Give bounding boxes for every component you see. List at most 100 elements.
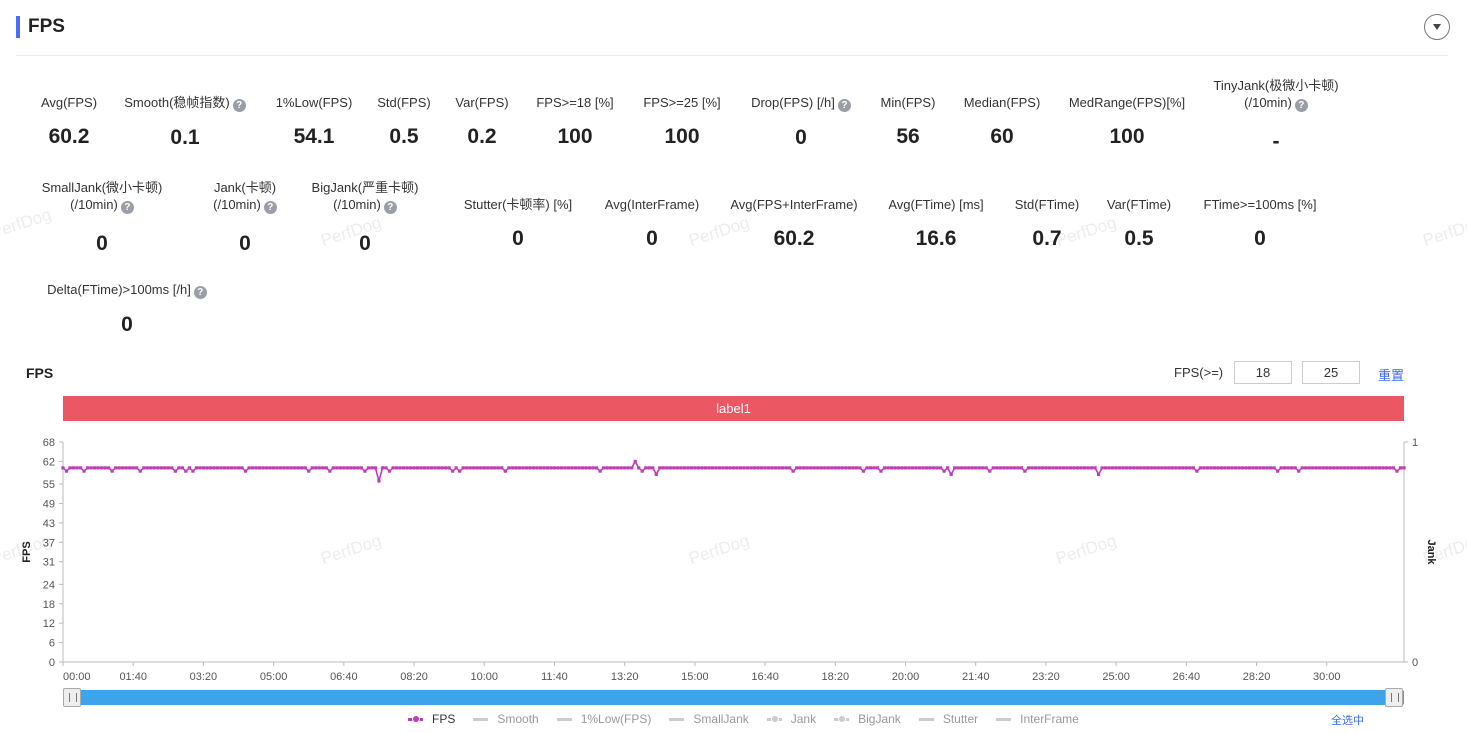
stat-label: FPS>=18 [%] [536, 95, 614, 110]
time-range-slider[interactable] [63, 690, 1404, 705]
fps-point [254, 466, 258, 470]
fps-point [166, 466, 170, 470]
stat-19: Std(FTime) 0.7 [947, 196, 1147, 251]
legend-item-bigjank[interactable]: BigJank [834, 712, 901, 726]
fps-point [272, 466, 276, 470]
fps-point [159, 466, 163, 470]
stat-20: Var(FTime) 0.5 [1039, 196, 1239, 251]
fps-point [542, 466, 546, 470]
stat-value: 0 [359, 232, 371, 255]
question-circle-icon[interactable]: ? [837, 99, 851, 112]
fps-point [131, 466, 135, 470]
stat-label: Median(FPS) [963, 95, 1041, 110]
stat-2: 1%Low(FPS) 54.1 [214, 94, 414, 149]
x-tick-label: 15:00 [681, 671, 709, 683]
y-tick-label: 31 [43, 557, 55, 569]
x-tick-label: 03:20 [190, 671, 218, 683]
x-tick-label: 25:00 [1102, 671, 1130, 683]
fps-point [921, 466, 925, 470]
fps-point [468, 466, 472, 470]
question-circle-icon[interactable]: ? [232, 99, 246, 112]
fps-point [177, 466, 181, 470]
fps-point [689, 466, 693, 470]
fps-point [816, 466, 820, 470]
fps-point [296, 466, 300, 470]
fps-point [1111, 466, 1115, 470]
fps-point [493, 466, 497, 470]
select-all-button[interactable]: 全选中 [1331, 715, 1364, 727]
fps-point [745, 466, 750, 470]
question-circle-icon[interactable]: ? [1294, 99, 1308, 112]
legend-item-fps[interactable]: FPS [408, 712, 455, 726]
fps-point [1247, 466, 1252, 470]
fps-point [300, 466, 304, 470]
fps-point [366, 466, 371, 470]
fps-point [1037, 466, 1041, 470]
y-tick-label: 68 [43, 437, 55, 449]
legend-item-1-low-fps-[interactable]: 1%Low(FPS) [556, 712, 651, 726]
stat-18: Avg(FTime) [ms] 16.6 [836, 196, 1036, 251]
fps-point [377, 479, 381, 483]
label-band[interactable]: label1 [63, 396, 1404, 421]
fps-point [114, 466, 118, 470]
legend-item-interframe[interactable]: InterFrame [996, 712, 1079, 726]
reset-button[interactable]: 重置 [1378, 368, 1405, 383]
stat-17: Avg(FPS+InterFrame) 60.2 [694, 196, 894, 251]
stat-21: FTime>=100ms [%] 0 [1160, 196, 1360, 251]
fps-threshold-input-2[interactable] [1302, 361, 1360, 384]
legend-item-smalljank[interactable]: SmallJank [669, 712, 749, 726]
y-right-axis-title: Jank [1425, 539, 1437, 565]
stat-label: MedRange(FPS)[%] [1068, 95, 1186, 110]
fps-point [788, 466, 792, 470]
legend-swatch-icon [408, 715, 423, 723]
question-circle-icon[interactable]: ? [383, 201, 397, 214]
fps-point [1335, 466, 1339, 470]
fps-point [924, 466, 929, 470]
fps-point [170, 466, 174, 470]
fps-point [1118, 466, 1122, 470]
fps-point [1349, 466, 1353, 470]
fps-point [1149, 466, 1153, 470]
fps-point [738, 466, 743, 470]
fps-point [700, 466, 704, 470]
fps-point [489, 466, 493, 470]
fps-point [693, 466, 697, 470]
fps-point [528, 466, 532, 470]
question-circle-icon[interactable]: ? [263, 201, 277, 214]
stat-value: 0 [239, 232, 251, 255]
stat-value: 0 [1254, 227, 1266, 250]
fps-point [570, 466, 574, 470]
fps-threshold-input-1[interactable] [1234, 361, 1292, 384]
fps-point [602, 466, 606, 470]
legend-item-stutter[interactable]: Stutter [918, 712, 978, 726]
fps-point [226, 466, 230, 470]
fps-point [401, 466, 406, 470]
slider-handle-left[interactable] [63, 688, 81, 707]
legend-item-jank[interactable]: Jank [766, 712, 816, 726]
fps-point [82, 469, 86, 473]
slider-handle-right[interactable] [1385, 688, 1403, 707]
fps-point [429, 466, 434, 470]
fps-point [535, 466, 539, 470]
fps-point [998, 466, 1002, 470]
fps-point [1374, 466, 1378, 470]
fps-point [1402, 466, 1406, 470]
fps-point [573, 466, 578, 470]
fps-point [500, 466, 504, 470]
fps-point [563, 466, 567, 470]
fps-point [763, 466, 767, 470]
x-tick-label: 30:00 [1313, 671, 1341, 683]
fps-point [1244, 466, 1248, 470]
stat-value: 60.2 [773, 227, 815, 250]
fps-line-chart[interactable]: 0 6 12 18 24 31 37 43 49 55 62 68 0 1 FPS Jank 00:00 01:4… [0, 430, 1467, 688]
fps-point [198, 466, 202, 470]
legend-item-smooth[interactable]: Smooth [473, 712, 539, 726]
fps-point [1160, 466, 1164, 470]
collapse-chevron-icon[interactable] [1424, 14, 1450, 40]
question-circle-icon[interactable]: ? [120, 201, 134, 214]
stat-value: - [1272, 130, 1280, 153]
fps-point [1226, 466, 1231, 470]
fps-point [594, 466, 599, 470]
question-circle-icon[interactable]: ? [193, 286, 207, 299]
stat-9: Median(FPS) 60 [902, 94, 1102, 149]
